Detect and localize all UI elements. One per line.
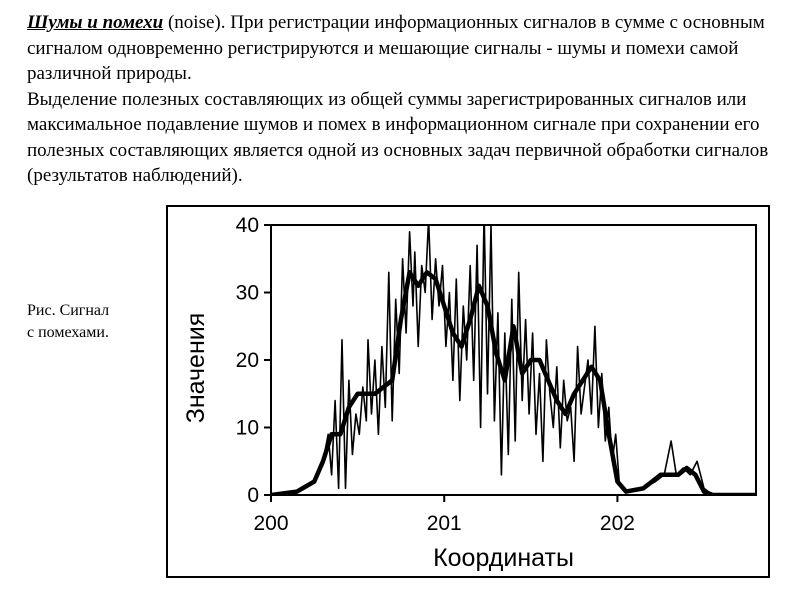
signal-chart: 0 10 20 30 40 200 201 202 Координаты Значения — [182, 214, 757, 572]
chart-frame: 0 10 20 30 40 200 201 202 Координаты Значения — [166, 205, 770, 578]
paragraph-definition: Шумы и помехи (noise). При регистрации и… — [27, 10, 792, 87]
y-tick-label: 0 — [247, 484, 259, 507]
caption-line-2: с помехами. — [27, 324, 109, 341]
caption-line-1: Рис. Сигнал — [27, 302, 110, 319]
text-block: Шумы и помехи (noise). При регистрации и… — [27, 10, 792, 189]
definition-text: (noise). При регистрации информационных … — [27, 12, 765, 84]
x-axis-title: Координаты — [433, 544, 574, 572]
y-tick-label: 20 — [236, 349, 259, 372]
y-tick-label: 40 — [236, 214, 259, 237]
x-tick-label: 201 — [427, 512, 462, 535]
series-smoothed-line — [271, 270, 756, 495]
y-tick-label: 30 — [236, 282, 259, 305]
series-noisy-line — [271, 225, 756, 495]
x-tick-label: 200 — [253, 512, 288, 535]
y-axis-title: Значения — [182, 313, 210, 424]
figure-caption: Рис. Сигнал с помехами. — [27, 300, 109, 344]
paragraph-task: Выделение полезных составляющих из общей… — [27, 88, 769, 187]
y-tick-label: 10 — [236, 417, 259, 440]
term-noise: Шумы и помехи — [27, 12, 164, 33]
x-tick-label: 202 — [600, 512, 635, 535]
